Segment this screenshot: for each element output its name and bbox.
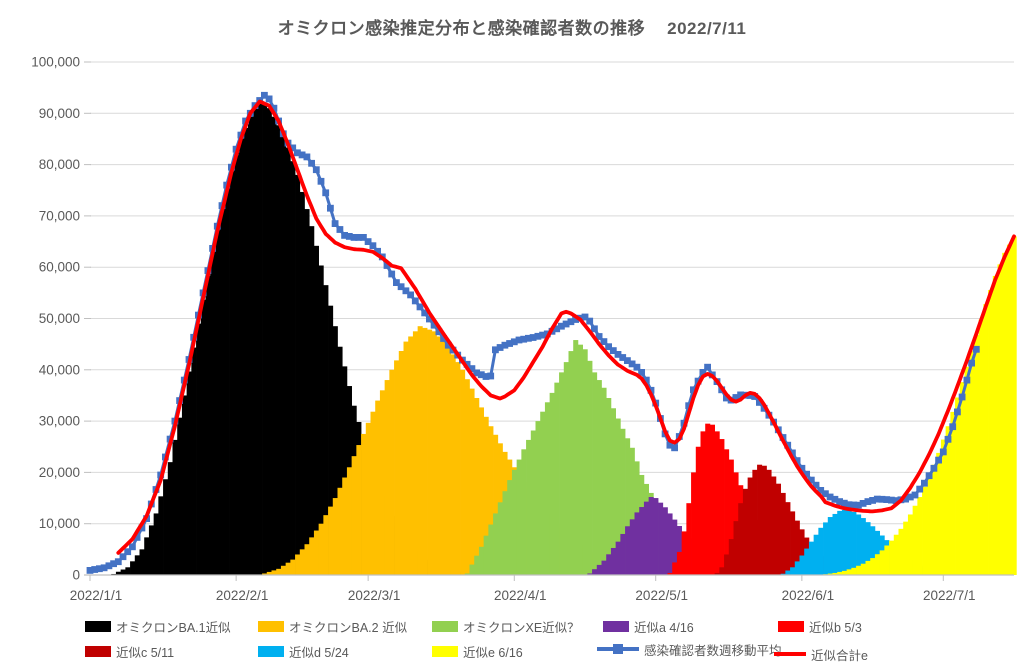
- ba1-swatch: [85, 620, 111, 632]
- svg-text:80,000: 80,000: [39, 157, 80, 172]
- svg-text:40,000: 40,000: [39, 362, 80, 377]
- area-series-0: [111, 103, 480, 576]
- legend-item-ba2: オミクロンBA.2 近似: [258, 619, 408, 635]
- approx-d-swatch: [258, 645, 284, 657]
- x-axis-labels: 2022/1/1 2022/2/1 2022/3/1 2022/4/1 2022/5/1…: [70, 588, 976, 603]
- legend-item-ba1: オミクロンBA.1近似: [85, 619, 231, 635]
- legend-item-confirmed: 感染確認者数週移動平均: [597, 642, 782, 658]
- chart-title-date: 2022/7/11: [667, 19, 747, 38]
- svg-text:2022/2/1: 2022/2/1: [216, 588, 269, 603]
- legend-label: 近似合計e: [811, 648, 868, 663]
- svg-text:2022/6/1: 2022/6/1: [782, 588, 835, 603]
- svg-text:2022/1/1: 2022/1/1: [70, 588, 123, 603]
- total-approximation-line: [116, 99, 1016, 555]
- approx-e-swatch: [432, 645, 458, 657]
- legend-item-a: 近似a 4/16: [603, 619, 694, 635]
- xe-swatch: [432, 620, 458, 632]
- ba2-swatch: [258, 620, 284, 632]
- chart-canvas: 0 10,000 20,000 30,000 40,000 50,000 60,000 70,…: [31, 55, 1017, 603]
- approx-a-swatch: [603, 620, 629, 632]
- svg-text:2022/5/1: 2022/5/1: [635, 588, 688, 603]
- svg-text:2022/4/1: 2022/4/1: [494, 588, 547, 603]
- legend-label: 近似e 6/16: [463, 645, 523, 660]
- y-axis-labels: 0 10,000 20,000 30,000 40,000 50,000 60,000 70,…: [31, 55, 80, 583]
- svg-text:2022/7/1: 2022/7/1: [923, 588, 976, 603]
- legend-item-b: 近似b 5/3: [778, 619, 862, 635]
- svg-text:90,000: 90,000: [39, 106, 80, 121]
- legend-label: 近似d 5/24: [289, 645, 349, 660]
- legend-label: 近似a 4/16: [634, 620, 694, 635]
- svg-text:20,000: 20,000: [39, 465, 80, 480]
- legend-label: 感染確認者数週移動平均: [644, 643, 782, 658]
- line-marker-icon: [774, 652, 806, 656]
- legend-item-c: 近似c 5/11: [85, 644, 175, 660]
- svg-text:30,000: 30,000: [39, 414, 80, 429]
- approx-b-swatch: [778, 620, 804, 632]
- svg-text:0: 0: [72, 568, 80, 583]
- legend-item-total: 近似合計e: [774, 647, 868, 663]
- legend-label: 近似b 5/3: [809, 620, 862, 635]
- legend-label: 近似c 5/11: [116, 645, 175, 660]
- svg-text:100,000: 100,000: [31, 55, 80, 70]
- svg-text:60,000: 60,000: [39, 260, 80, 275]
- legend-label: オミクロンBA.1近似: [116, 620, 231, 635]
- legend-label: オミクロンXE近似？: [463, 620, 580, 635]
- approx-c-swatch: [85, 645, 111, 657]
- area-series-7: [823, 236, 1017, 576]
- line-square-marker-icon: [597, 644, 639, 654]
- svg-text:2022/3/1: 2022/3/1: [348, 588, 401, 603]
- legend-item-d: 近似d 5/24: [258, 644, 349, 660]
- chart-title: オミクロン感染推定分布と感染確認者数の推移 2022/7/11: [0, 14, 1024, 39]
- svg-text:10,000: 10,000: [39, 516, 80, 531]
- legend-item-xe: オミクロンXE近似？: [432, 619, 580, 635]
- svg-text:50,000: 50,000: [39, 311, 80, 326]
- chart-title-text: オミクロン感染推定分布と感染確認者数の推移: [277, 19, 646, 38]
- svg-text:70,000: 70,000: [39, 208, 80, 223]
- legend-label: オミクロンBA.2 近似: [289, 620, 408, 635]
- x-axis: [84, 574, 1014, 581]
- legend-item-e: 近似e 6/16: [432, 644, 523, 660]
